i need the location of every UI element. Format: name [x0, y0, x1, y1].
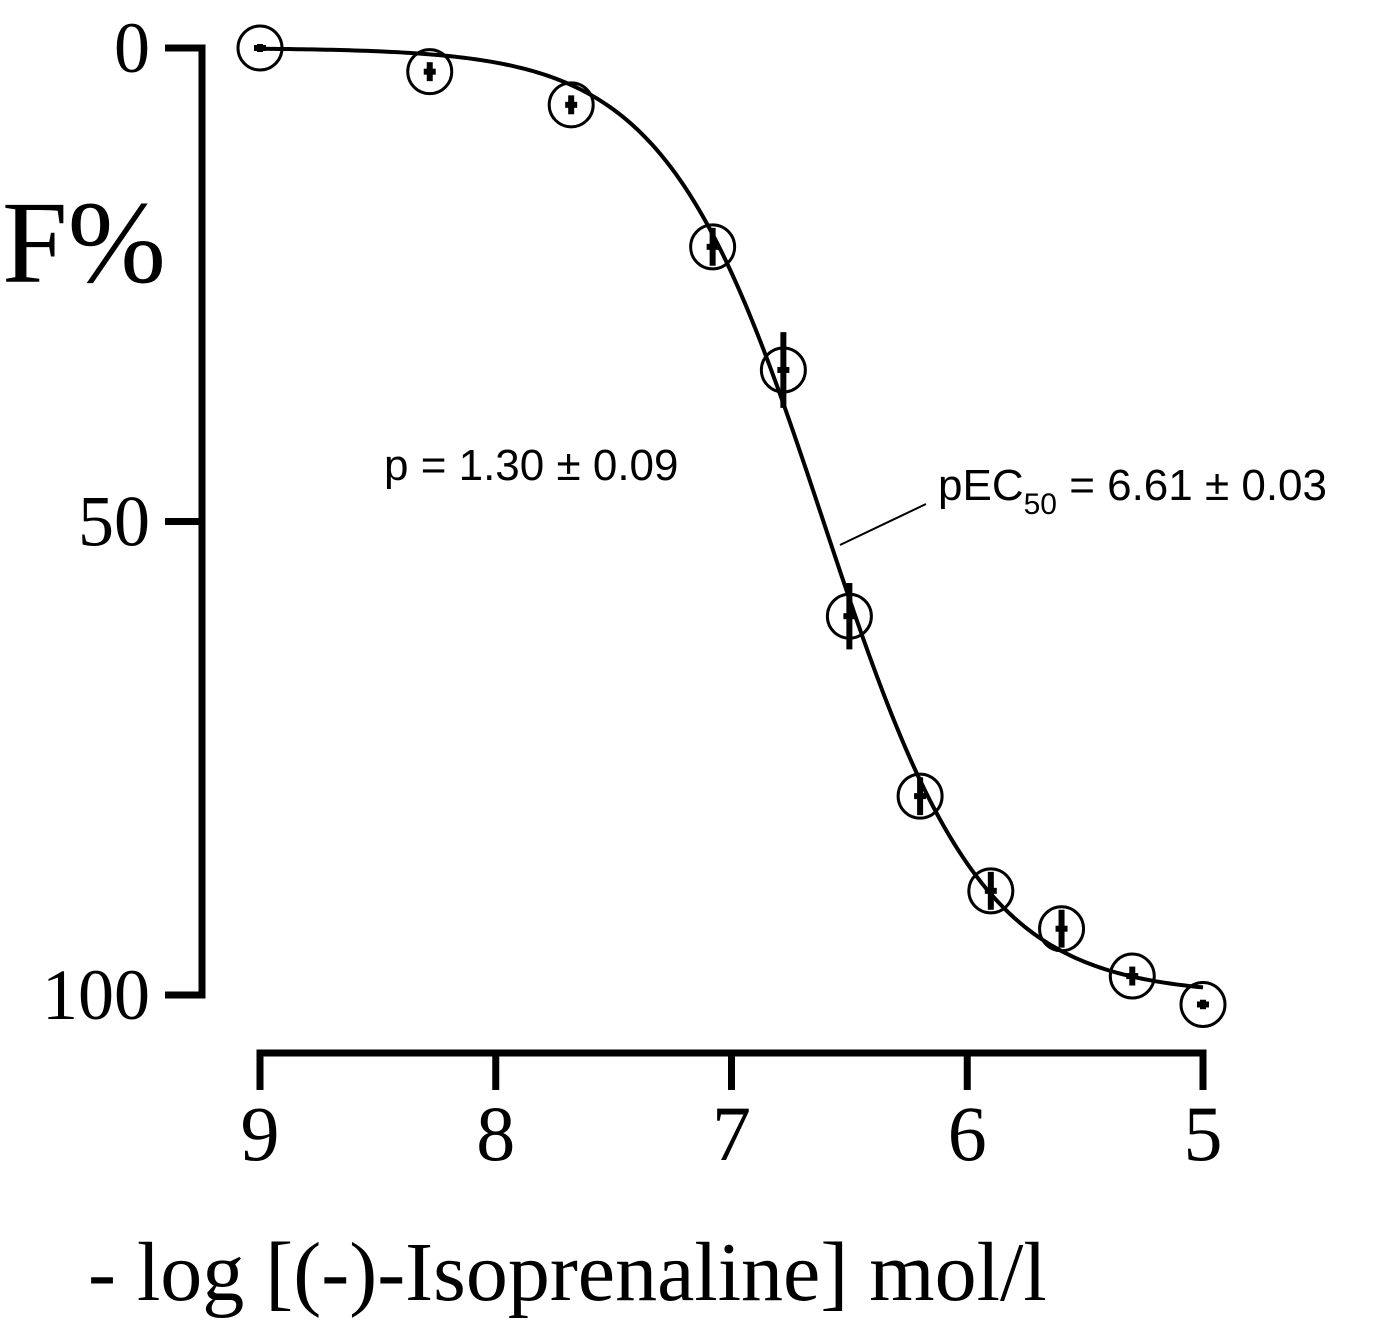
y-axis-label: F%: [2, 177, 166, 308]
x-tick-label: 6: [948, 1090, 987, 1177]
x-tick-label: 9: [241, 1090, 280, 1177]
ec50-annotation: pEC50 = 6.61 ± 0.03: [938, 461, 1327, 521]
data-point: [759, 332, 807, 408]
ec50-leader-line: [839, 503, 927, 546]
ec50-label: pEC: [938, 461, 1024, 510]
x-axis: [256, 1049, 1207, 1090]
data-points: [236, 24, 1227, 1028]
data-point: [967, 867, 1015, 915]
data-point: [547, 81, 595, 129]
data-point: [1179, 980, 1227, 1028]
y-axis: [165, 44, 206, 999]
x-tick-label: 7: [712, 1090, 751, 1177]
slope-annotation: p = 1.30 ± 0.09: [384, 441, 679, 490]
data-point: [825, 583, 873, 650]
x-tick-label: 5: [1184, 1090, 1223, 1177]
point-marker: [896, 772, 944, 820]
point-marker: [967, 867, 1015, 915]
point-marker: [547, 81, 595, 129]
point-marker: [1108, 952, 1156, 1000]
y-tick-labels: 0 50 100: [42, 8, 150, 1035]
point-marker: [1038, 905, 1086, 953]
data-point: [1038, 905, 1086, 953]
point-marker: [1179, 980, 1227, 1028]
fit-curve: [259, 46, 1204, 990]
x-tick-labels: 9 8 7 6 5: [241, 1090, 1223, 1177]
data-point: [236, 24, 284, 72]
x-tick-label: 8: [476, 1090, 515, 1177]
y-tick-label: 0: [114, 8, 150, 88]
ec50-value: = 6.61 ± 0.03: [1057, 461, 1327, 510]
x-axis-label: - log [(-)-Isoprenaline] mol/l: [88, 1226, 1047, 1319]
y-tick-label: 50: [78, 482, 150, 562]
point-marker: [406, 48, 454, 96]
point-marker: [689, 223, 737, 271]
data-point: [689, 223, 737, 271]
data-point: [896, 772, 944, 820]
data-point: [1108, 952, 1156, 1000]
point-marker: [236, 24, 284, 72]
data-point: [406, 48, 454, 96]
y-tick-label: 100: [42, 955, 150, 1035]
ec50-subscript: 50: [1024, 488, 1057, 521]
